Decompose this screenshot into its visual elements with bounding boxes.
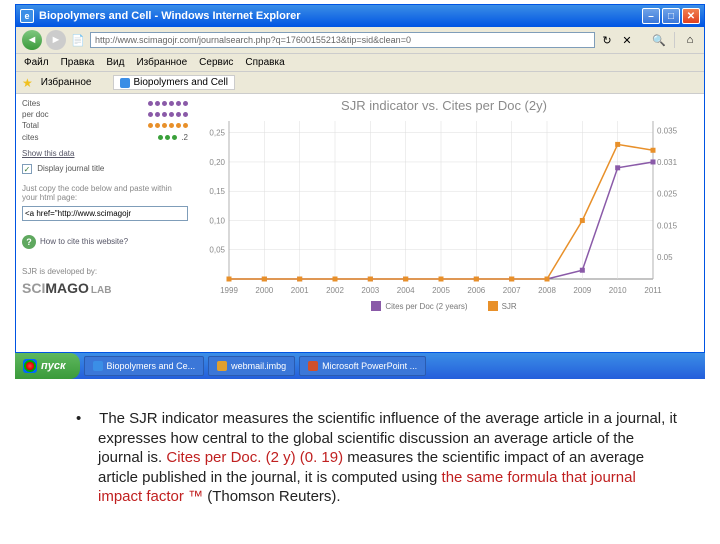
menu-view[interactable]: Вид: [106, 57, 124, 68]
address-toolbar: ◄ ► 📄 http://www.scimagojr.com/journalse…: [16, 27, 704, 54]
minimize-button[interactable]: –: [642, 8, 660, 24]
display-title-checkbox[interactable]: ✓: [22, 164, 32, 174]
task-button-1[interactable]: Biopolymers and Ce...: [84, 356, 205, 376]
window-titlebar: e Biopolymers and Cell - Windows Interne…: [16, 5, 704, 27]
cite-link[interactable]: How to cite this website?: [40, 237, 128, 246]
windows-logo-icon: [23, 359, 37, 373]
svg-text:0,15: 0,15: [209, 187, 225, 196]
page-icon: 📄: [70, 32, 86, 48]
forward-button[interactable]: ►: [46, 30, 66, 50]
page-tab[interactable]: Biopolymers and Cell: [113, 75, 235, 90]
home-icon[interactable]: ⌂: [682, 32, 698, 48]
show-data-link[interactable]: Show this data: [22, 149, 74, 158]
svg-text:2007: 2007: [503, 286, 521, 295]
description-text: The SJR indicator measures the scientifi…: [0, 379, 720, 507]
start-button[interactable]: пуск: [15, 353, 80, 379]
svg-text:2006: 2006: [467, 286, 485, 295]
svg-text:0,20: 0,20: [209, 158, 225, 167]
svg-text:1999: 1999: [220, 286, 238, 295]
svg-text:2009: 2009: [573, 286, 591, 295]
svg-text:2001: 2001: [291, 286, 309, 295]
search-icon[interactable]: 🔍: [651, 32, 667, 48]
scimago-logo: SCIMAGOLAB: [22, 280, 188, 296]
back-button[interactable]: ◄: [22, 30, 42, 50]
favorites-bar: ★ Избранное Biopolymers and Cell: [16, 72, 704, 94]
svg-text:0,05: 0,05: [209, 246, 225, 255]
tab-title: Biopolymers and Cell: [133, 77, 228, 88]
menu-tools[interactable]: Сервис: [199, 57, 233, 68]
chart-pane: SJR indicator vs. Cites per Doc (2y) 0,2…: [194, 94, 704, 352]
task-button-2[interactable]: webmail.imbg: [208, 356, 295, 376]
svg-text:2005: 2005: [432, 286, 450, 295]
svg-text:0,10: 0,10: [209, 216, 225, 225]
display-title-label: Display journal title: [37, 164, 104, 173]
maximize-button[interactable]: □: [662, 8, 680, 24]
svg-text:0.025: 0.025: [657, 190, 678, 199]
sjr-chart: 0,25 0,20 0,15 0,10 0,05 0.035 0.031 0.025 0.015…: [194, 117, 694, 297]
svg-text:0.035: 0.035: [657, 126, 678, 135]
svg-text:0.05: 0.05: [657, 253, 673, 262]
chart-title: SJR indicator vs. Cites per Doc (2y): [194, 98, 694, 113]
svg-text:2004: 2004: [397, 286, 415, 295]
tab-favicon: [120, 78, 130, 88]
svg-text:2010: 2010: [609, 286, 627, 295]
favorites-label[interactable]: Избранное: [41, 77, 92, 88]
svg-text:2011: 2011: [644, 286, 662, 295]
menu-bar: Файл Правка Вид Избранное Сервис Справка: [16, 54, 704, 72]
developed-by-label: SJR is developed by:: [22, 267, 188, 276]
window-title: Biopolymers and Cell - Windows Internet …: [39, 10, 642, 22]
embed-code-input[interactable]: [22, 206, 188, 221]
copy-instructions: Just copy the code below and paste withi…: [22, 184, 188, 202]
mini-legend: Cites per doc Total: [22, 98, 188, 143]
close-button[interactable]: ✕: [682, 8, 700, 24]
svg-text:2008: 2008: [538, 286, 556, 295]
taskbar: пуск Biopolymers and Ce... webmail.imbg …: [15, 353, 705, 379]
svg-text:0.015: 0.015: [657, 221, 678, 230]
ie-icon: e: [20, 9, 34, 23]
refresh-icon[interactable]: ↻: [599, 32, 615, 48]
svg-text:2003: 2003: [361, 286, 379, 295]
question-icon: ?: [22, 235, 36, 249]
sidebar: Cites per doc Total: [16, 94, 194, 352]
stop-icon[interactable]: ✕: [619, 32, 635, 48]
menu-help[interactable]: Справка: [245, 57, 284, 68]
svg-text:2002: 2002: [326, 286, 344, 295]
chart-legend: Cites per Doc (2 years) SJR: [194, 301, 694, 311]
svg-text:2000: 2000: [255, 286, 273, 295]
favorites-star-icon[interactable]: ★: [22, 76, 33, 90]
menu-file[interactable]: Файл: [24, 57, 49, 68]
menu-favorites[interactable]: Избранное: [136, 57, 187, 68]
address-bar[interactable]: http://www.scimagojr.com/journalsearch.p…: [90, 32, 595, 48]
svg-text:0,25: 0,25: [209, 129, 225, 138]
task-button-3[interactable]: Microsoft PowerPoint ...: [299, 356, 426, 376]
menu-edit[interactable]: Правка: [61, 57, 95, 68]
svg-text:0.031: 0.031: [657, 158, 678, 167]
